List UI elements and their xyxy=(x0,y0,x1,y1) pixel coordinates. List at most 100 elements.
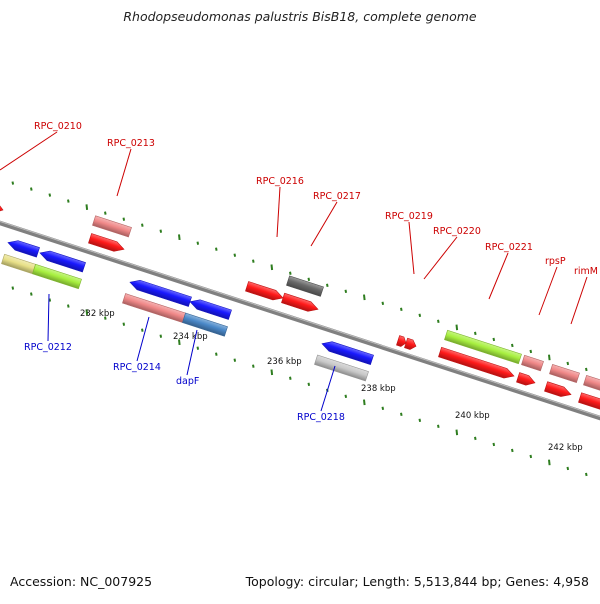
gene-label-rpc-0221[interactable]: RPC_0221 xyxy=(485,242,533,253)
gene-rpc-0221[interactable] xyxy=(444,329,522,365)
gene-rimm[interactable] xyxy=(583,374,600,395)
tick-mark xyxy=(215,352,218,356)
gene-label-rimm[interactable]: rimM xyxy=(574,266,598,277)
gene-g-g[interactable] xyxy=(281,292,319,314)
tick-mark xyxy=(566,361,570,366)
gene-track xyxy=(0,199,600,413)
gene-g-i[interactable] xyxy=(438,346,515,381)
tick-mark xyxy=(492,337,496,342)
tick-mark xyxy=(437,424,440,429)
gene-g-a[interactable] xyxy=(92,215,132,238)
leader-line xyxy=(47,293,50,342)
gene-rpc-0220[interactable] xyxy=(404,337,417,351)
tick-mark xyxy=(566,466,570,471)
tick-mark xyxy=(529,349,533,354)
gene-label-rpc-0217[interactable]: RPC_0217 xyxy=(313,191,361,202)
tick-mark xyxy=(233,358,237,362)
tick-mark xyxy=(252,364,255,368)
tick-mark xyxy=(30,187,33,191)
genome-backbone xyxy=(0,220,600,421)
scale-label: 232 kbp xyxy=(80,309,115,319)
gene-label-rpc-0210[interactable]: RPC_0210 xyxy=(34,121,82,132)
tick-mark xyxy=(178,234,181,241)
scale-label: 236 kbp xyxy=(267,357,302,367)
gene-g-k[interactable] xyxy=(549,363,580,383)
leader-line xyxy=(310,201,338,247)
tick-mark xyxy=(326,283,329,287)
tick-mark xyxy=(437,319,440,324)
gene-label-rpc-0212[interactable]: RPC_0212 xyxy=(24,342,72,353)
gene-rpc-0212[interactable] xyxy=(6,238,40,258)
tick-mark xyxy=(289,376,292,380)
tick-mark xyxy=(252,259,255,263)
tick-mark xyxy=(122,217,126,221)
tick-mark xyxy=(585,472,588,477)
tick-mark xyxy=(196,346,200,350)
leader-line xyxy=(136,316,150,362)
tick-mark xyxy=(85,204,89,210)
gene-label-rpc-0213[interactable]: RPC_0213 xyxy=(107,138,155,149)
gene-label-dapf[interactable]: dapF xyxy=(176,376,199,387)
gene-rpc-0216[interactable] xyxy=(245,281,284,303)
tick-mark xyxy=(141,328,144,332)
tick-mark xyxy=(344,289,348,293)
tick-mark xyxy=(104,316,107,320)
gene-rpc-0210[interactable] xyxy=(0,199,5,214)
gene-g-b[interactable] xyxy=(38,248,86,273)
gene-label-rpc-0216[interactable]: RPC_0216 xyxy=(256,176,304,187)
tick-mark xyxy=(474,436,477,441)
gene-g-m[interactable] xyxy=(578,392,600,413)
leader-line xyxy=(0,131,58,171)
tick-mark xyxy=(400,307,403,312)
tick-mark xyxy=(529,454,533,459)
gene-g-d[interactable] xyxy=(32,263,82,290)
tick-mark xyxy=(270,369,274,376)
gene-g-j[interactable] xyxy=(516,372,536,388)
tick-mark xyxy=(363,294,366,301)
leader-line xyxy=(116,148,132,197)
tick-mark xyxy=(178,339,181,346)
scale-label: 242 kbp xyxy=(548,443,583,453)
tick-mark xyxy=(233,253,237,257)
map-title: Rhodopseudomonas palustris BisB18, compl… xyxy=(123,9,477,24)
tick-mark xyxy=(418,313,422,318)
gene-label-rpc-0214[interactable]: RPC_0214 xyxy=(113,362,161,373)
gene-rpc-0219[interactable] xyxy=(396,335,407,348)
tick-mark xyxy=(159,229,163,233)
tick-mark xyxy=(11,286,15,290)
gene-label-rpsp[interactable]: rpsP xyxy=(545,256,566,267)
gene-g-c[interactable] xyxy=(1,253,36,275)
gene-g-e[interactable] xyxy=(128,277,192,307)
scale-label: 240 kbp xyxy=(455,411,490,421)
tick-mark xyxy=(363,399,366,406)
tick-mark xyxy=(11,181,15,185)
gene-label-rpc-0220[interactable]: RPC_0220 xyxy=(433,226,481,237)
gene-rpsp[interactable] xyxy=(521,354,544,372)
gene-label-rpc-0219[interactable]: RPC_0219 xyxy=(385,211,433,222)
gene-labels: RPC_0210 RPC_0213 RPC_0212 RPC_0214 dapF RPC_… xyxy=(0,121,598,423)
tick-mark xyxy=(548,459,551,466)
gene-rpc-0213[interactable] xyxy=(88,233,125,254)
leader-line xyxy=(320,365,336,412)
tick-mark xyxy=(67,304,70,308)
scale-label: 238 kbp xyxy=(361,384,396,394)
leader-line xyxy=(276,186,281,238)
gene-rpc-0218[interactable] xyxy=(314,354,369,382)
tick-mark xyxy=(215,247,218,251)
gene-dapf[interactable] xyxy=(182,312,228,337)
tick-mark xyxy=(511,448,514,453)
tick-mark xyxy=(381,301,385,306)
gene-rpc-0217[interactable] xyxy=(286,275,324,297)
tick-mark xyxy=(307,277,311,281)
gene-g-l[interactable] xyxy=(544,381,572,400)
tick-mark xyxy=(85,309,89,315)
tick-mark xyxy=(196,241,200,245)
tick-mark xyxy=(122,322,126,326)
leader-line xyxy=(488,252,509,300)
genome-backbone-highlight xyxy=(0,220,600,418)
gene-g-h[interactable] xyxy=(320,339,374,366)
gene-label-rpc-0218[interactable]: RPC_0218 xyxy=(297,412,345,423)
leader-line xyxy=(408,221,415,275)
tick-mark xyxy=(400,412,403,417)
gene-g-f[interactable] xyxy=(188,297,232,320)
